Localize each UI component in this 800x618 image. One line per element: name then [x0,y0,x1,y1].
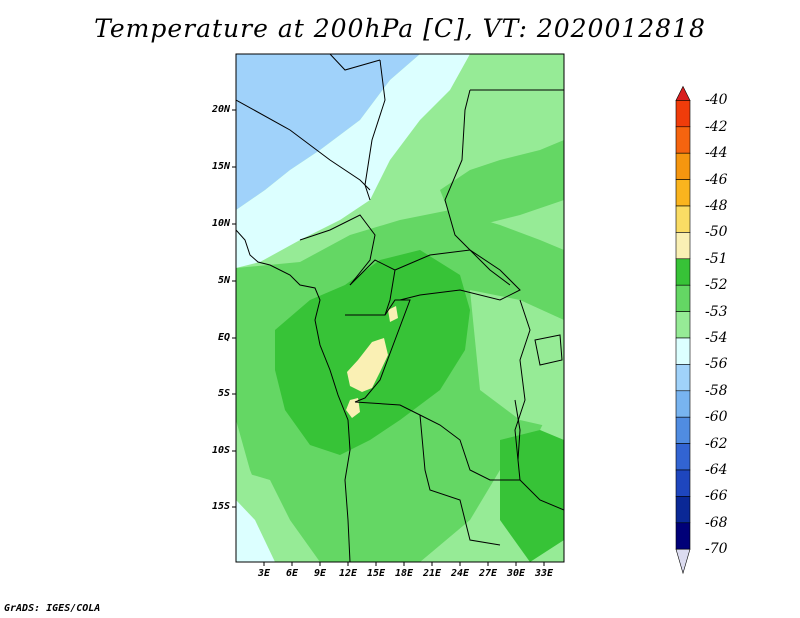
border-congo [345,299,411,403]
lat-label-5n: 5N [217,275,230,286]
colorbar-label: -60 [705,409,728,426]
lon-label-15e: 15E [366,568,386,579]
colorbar-swatch [675,179,691,207]
borders [236,54,564,562]
colorbar-swatch [675,390,691,418]
temperature-field [236,54,564,562]
chart-title: Temperature at 200hPa [C], VT: 202001281… [94,14,706,43]
grads-credit: GrADS: IGES/COLA [4,603,101,614]
border-car [394,249,521,301]
map-frame [235,53,565,563]
colorbar-swatch [675,232,691,260]
colorbar-swatch [675,152,691,180]
colorbar-swatch [675,416,691,444]
lat-label-15n: 15N [211,161,230,172]
border-sahara-north [329,54,381,71]
lat-label-eq: EQ [217,332,230,343]
colorbar-label: -44 [705,145,728,162]
border-drc-south [354,401,520,481]
colorbar-swatch [675,548,691,575]
lon-label-6e: 6E [285,568,299,579]
colorbar-label: -40 [705,92,728,109]
colorbar-label: -53 [705,303,728,320]
lon-label-18e: 18E [394,568,414,579]
colorbar-swatch [675,100,691,128]
border-east [514,299,564,511]
colorbar-swatch [675,258,691,286]
colorbar-label: -56 [705,356,728,373]
lon-label-21e: 21E [422,568,442,579]
lat-label-10n: 10N [211,218,230,229]
colorbar-label: -52 [705,277,728,294]
lat-label-10s: 10S [211,445,230,456]
colorbar-swatch [675,284,691,312]
colorbar-label: -48 [705,198,728,214]
colorbar-swatch [675,205,691,233]
colorbar-label: -58 [705,382,728,399]
lon-label-30e: 30E [506,568,526,579]
field-warm-patch [347,338,388,392]
lon-label-12e: 12E [338,568,358,579]
colorbar [675,85,691,575]
colorbar-swatch [675,469,691,497]
colorbar-swatch [675,522,691,550]
border-chad-sudan [444,89,511,286]
colorbar-label: -64 [705,462,728,478]
lon-label-27e: 27E [478,568,498,579]
tick-marks [232,109,545,566]
border-lake-victoria [534,334,563,366]
border-mali-niger [236,99,371,191]
lat-label-15s: 15S [211,501,230,512]
lon-label-3e: 3E [257,568,271,579]
colorbar-label: -68 [705,514,728,531]
colorbar-swatch [675,364,691,392]
lat-label-5s: 5S [217,388,230,399]
colorbar-label: -54 [705,330,728,346]
colorbar-swatch [675,126,691,154]
field-warm-patch-3 [388,306,398,322]
colorbar-swatch [675,337,691,365]
field-ne-band [440,140,564,225]
colorbar-label: -46 [705,171,728,188]
border-nigeria [299,214,376,286]
field-southwest-pale [236,500,275,562]
border-angola-zambia [419,414,501,546]
colorbar-label: -50 [705,224,728,241]
colorbar-swatch [675,311,691,339]
colorbar-swatch [675,443,691,471]
field-sahara-west [236,54,420,210]
border-lake-tanganyika [514,399,521,461]
colorbar-label: -70 [705,541,728,558]
field-east-light [470,290,564,430]
colorbar-label: -62 [705,435,728,452]
field-southeast-core [500,430,564,562]
field-warm-patch-2 [346,398,360,418]
lon-label-24e: 24E [450,568,470,579]
lon-label-33e: 33E [534,568,554,579]
lat-label-20n: 20N [211,104,230,115]
border-niger-chad [364,59,386,201]
coastline-west [236,229,351,562]
colorbar-label: -51 [705,250,728,267]
field-sahel [236,54,470,268]
colorbar-swatch [675,496,691,524]
colorbar-label: -66 [705,488,728,505]
lon-label-9e: 9E [313,568,327,579]
colorbar-swatch [675,85,691,101]
colorbar-label: -42 [705,118,728,135]
